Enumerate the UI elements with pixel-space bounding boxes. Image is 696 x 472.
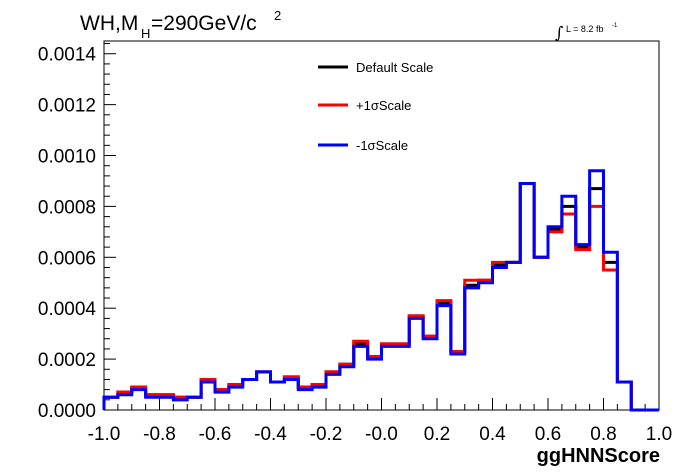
x-axis-title: ggHNNScore	[537, 445, 660, 467]
x-tick-label: 0.2	[424, 424, 450, 445]
lumi-integral-sign: ∫	[555, 23, 563, 42]
x-tick-label: 0.8	[590, 424, 616, 445]
x-tick-label: -1.0	[88, 424, 121, 445]
histogram-series	[102, 169, 659, 412]
x-tick-label: -0.0	[365, 424, 398, 445]
y-tick-label: 0.0010	[38, 147, 96, 168]
histogram-series-2	[102, 169, 659, 412]
legend: Default Scale +1σScale -1σScale	[318, 60, 433, 153]
x-tick-label: 0.4	[479, 424, 506, 445]
chart-title-rest: =290GeV/c	[151, 12, 257, 35]
legend-label-minus: -1σScale	[356, 138, 408, 153]
y-tick-label: 0.0000	[38, 401, 96, 422]
y-tick-labels: 0.0000 0.0002 0.0004 0.0006 0.0008 0.0010 0.00…	[38, 45, 97, 422]
lumi-label: L = 8.2 fb	[566, 24, 603, 34]
x-tick-label: 1.0	[646, 424, 672, 445]
y-tick-label: 0.0012	[38, 96, 96, 117]
y-tick-label: 0.0008	[38, 197, 96, 218]
y-tick-label: 0.0004	[38, 299, 97, 320]
y-tick-label: 0.0014	[38, 45, 97, 66]
x-tick-label: -0.6	[199, 424, 232, 445]
x-tick-labels: -1.0 -0.8 -0.6 -0.4 -0.2 -0.0 0.2 0.4 0.6 0.8 1.0	[88, 424, 673, 445]
chart-title-main: WH,M	[80, 12, 138, 35]
lumi-superscript: -1	[612, 23, 618, 29]
y-tick-label: 0.0006	[38, 248, 96, 269]
chart-title-subscript: H	[141, 26, 150, 41]
chart-title-superscript: 2	[274, 8, 281, 23]
x-tick-label: -0.2	[310, 424, 343, 445]
x-tick-label: -0.4	[254, 424, 287, 445]
x-tick-label: 0.6	[535, 424, 561, 445]
legend-label-plus: +1σScale	[356, 98, 411, 113]
legend-label-default: Default Scale	[356, 60, 433, 75]
x-tick-label: -0.8	[143, 424, 176, 445]
y-tick-label: 0.0002	[38, 350, 96, 371]
